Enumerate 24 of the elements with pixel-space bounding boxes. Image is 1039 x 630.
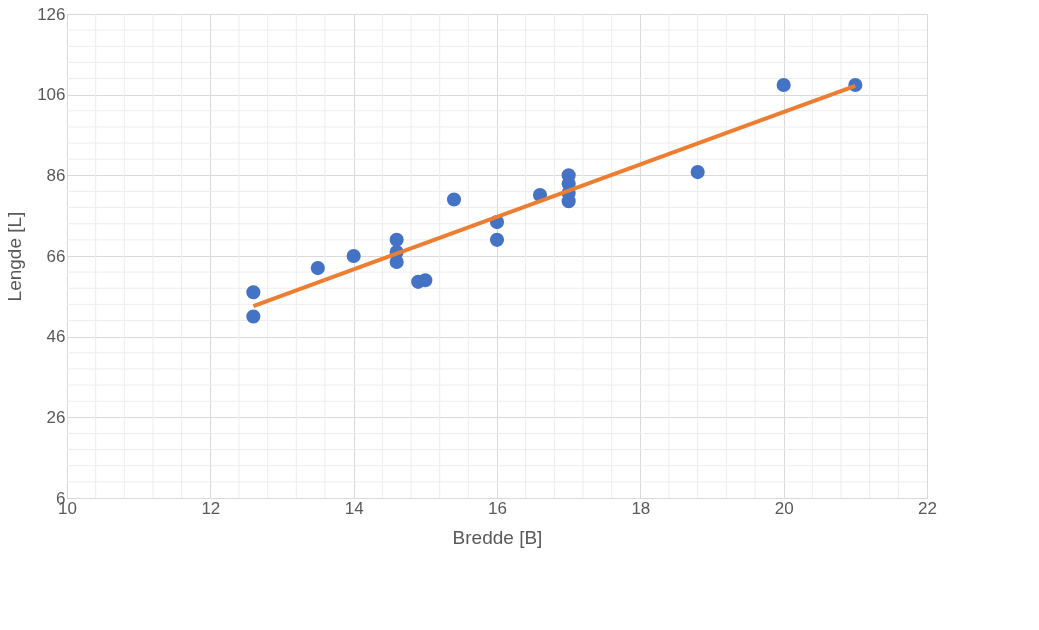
point [489,232,505,247]
point [389,232,404,247]
point [418,273,433,288]
point [776,77,791,93]
y-tick-label: 26 [46,407,66,427]
x-tick-label: 20 [774,498,794,518]
point [246,285,261,300]
point [690,165,705,180]
y-tick-label: 86 [46,165,66,185]
y-tick-label: 46 [46,327,66,347]
y-tick-label: 106 [37,85,66,105]
x-tick-label: 14 [344,498,364,518]
x-tick-label: 12 [201,498,221,518]
x-tick-label: 16 [488,498,507,518]
x-tick-label: 22 [918,498,937,518]
y-tick-label: 126 [37,4,66,24]
x-tick-label: 18 [631,498,651,518]
point [446,192,462,207]
x-axis-title: Bredde [B] [452,526,543,548]
point [310,261,325,276]
y-tick-label: 66 [46,246,66,266]
point [246,309,261,324]
point [346,248,361,264]
y-axis-title: Lengde [L] [4,211,26,302]
